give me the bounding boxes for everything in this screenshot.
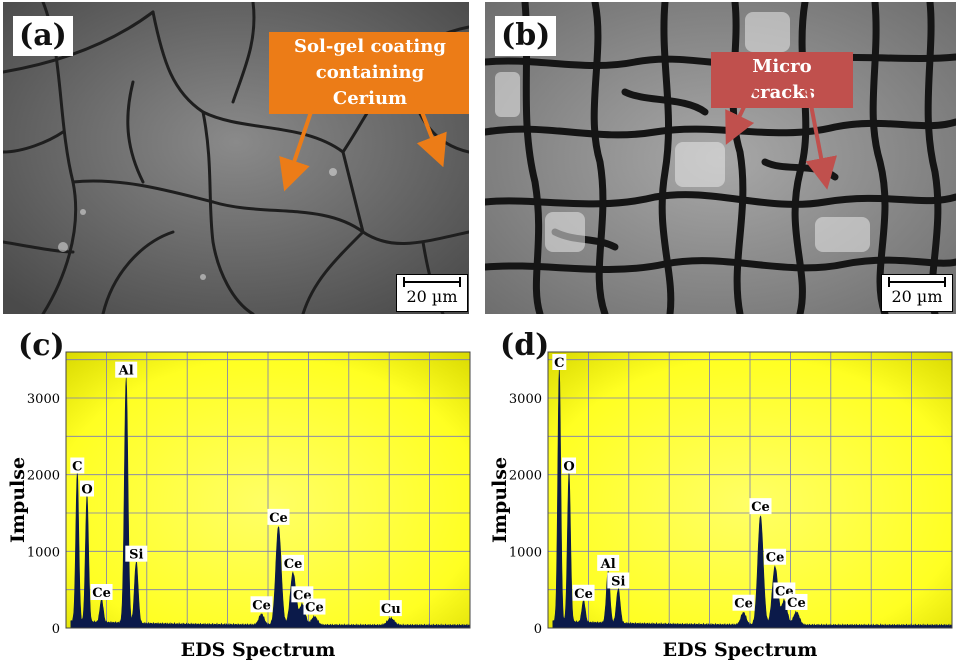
peak-label: Si [607, 572, 630, 590]
svg-text:O: O [563, 460, 574, 475]
peak-label: O [80, 480, 95, 498]
panel-label-d: (d) [500, 328, 550, 363]
callout-micro-cracks: Micro cracks [711, 52, 853, 108]
scale-bar-b-text: 20 µm [891, 287, 943, 306]
peak-label: O [562, 457, 577, 475]
callout-arrows-a [279, 93, 447, 192]
panel-label-a: (a) [13, 16, 73, 56]
svg-text:Al: Al [118, 364, 134, 379]
peak-label: C [70, 457, 85, 475]
y-tick-label: 0 [534, 622, 542, 637]
svg-text:Si: Si [611, 575, 625, 590]
panel-label-c: (c) [18, 328, 65, 363]
callout-micro-cracks-text: Micro cracks [749, 56, 815, 103]
peak-label: Al [115, 361, 138, 379]
peak-label: Ce [572, 584, 595, 602]
peak-label: Ce [764, 548, 787, 566]
svg-text:C: C [554, 356, 564, 371]
svg-text:O: O [81, 483, 92, 498]
spectrum-series [70, 377, 471, 629]
y-tick-label: 0 [52, 622, 60, 637]
peak-label: Ce [785, 593, 808, 611]
peak-label: Ce [749, 498, 772, 515]
svg-text:Ce: Ce [305, 601, 324, 616]
x-axis-label: EDS Spectrum [181, 639, 336, 661]
svg-text:Cu: Cu [381, 602, 401, 617]
scale-bar-a: 20 µm [396, 274, 468, 312]
y-tick-label: 1000 [27, 545, 60, 560]
spectrum-series [552, 368, 953, 629]
peak-label: Al [597, 554, 620, 572]
svg-text:Ce: Ce [574, 587, 593, 602]
peak-label: Ce [732, 594, 755, 612]
callout-sol-gel: Sol-gel coating containing Cerium [269, 32, 469, 114]
svg-text:Al: Al [600, 557, 616, 572]
peak-label: Ce [90, 584, 113, 601]
scale-bar-a-text: 20 µm [406, 287, 458, 306]
svg-text:Ce: Ce [92, 586, 111, 601]
svg-text:Ce: Ce [284, 557, 303, 572]
svg-text:Ce: Ce [751, 500, 770, 515]
svg-text:Ce: Ce [734, 597, 753, 612]
svg-text:Ce: Ce [269, 511, 288, 526]
eds-chart-c: 0 1000 2000 3000 C O Ce Al Si Ce Ce Ce Ce Ce Cu EDS Spe… [0, 318, 478, 664]
x-axis-label: EDS Spectrum [663, 639, 818, 661]
eds-chart-d: 0 1000 2000 3000 C O Ce Al Si Ce Ce Ce Ce Ce EDS Spect… [482, 318, 960, 664]
y-tick-label: 3000 [509, 392, 542, 407]
y-tick-label: 3000 [27, 392, 60, 407]
callout-arrows-b [725, 83, 837, 190]
panel-label-b: (b) [495, 16, 557, 56]
peak-label: Ce [250, 596, 273, 613]
scale-bar-b: 20 µm [881, 274, 953, 312]
peak-label: Cu [379, 600, 402, 617]
y-tick-label: 2000 [27, 469, 60, 484]
peak-label: C [552, 354, 567, 371]
y-axis-label: Impulse [489, 457, 511, 543]
svg-text:Ce: Ce [787, 596, 806, 611]
sem-image-b: (b) Micro cracks 20 µm [485, 2, 956, 314]
callout-sol-gel-line2: containing Cerium [315, 62, 425, 109]
svg-text:Ce: Ce [252, 598, 271, 613]
peak-label: Ce [282, 554, 305, 572]
peak-label: Ce [267, 508, 290, 526]
svg-text:Ce: Ce [766, 551, 785, 566]
svg-text:C: C [72, 460, 82, 475]
peak-label: Ce [303, 598, 326, 616]
y-tick-label: 2000 [509, 469, 542, 484]
y-tick-label: 1000 [509, 545, 542, 560]
callout-sol-gel-line1: Sol-gel coating [294, 36, 446, 57]
svg-text:Si: Si [129, 548, 143, 563]
sem-image-a: (a) Sol-gel coating containing Cerium 20… [3, 2, 469, 314]
y-axis-label: Impulse [7, 457, 29, 543]
peak-label: Si [125, 545, 148, 563]
